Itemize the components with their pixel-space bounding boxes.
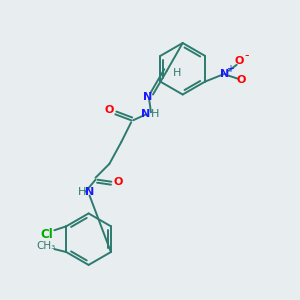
Text: N: N: [220, 69, 230, 79]
Text: O: O: [105, 105, 114, 116]
Text: +: +: [226, 64, 234, 74]
Text: O: O: [237, 75, 246, 85]
Text: N: N: [85, 187, 94, 196]
Text: H: H: [151, 109, 159, 119]
Text: N: N: [143, 92, 153, 101]
Text: O: O: [114, 177, 123, 187]
Text: N: N: [141, 109, 151, 119]
Text: CH₃: CH₃: [37, 241, 56, 251]
Text: Cl: Cl: [40, 228, 53, 241]
Text: O: O: [235, 56, 244, 66]
Text: H: H: [172, 68, 181, 78]
Text: -: -: [244, 50, 249, 62]
Text: H: H: [77, 187, 86, 196]
